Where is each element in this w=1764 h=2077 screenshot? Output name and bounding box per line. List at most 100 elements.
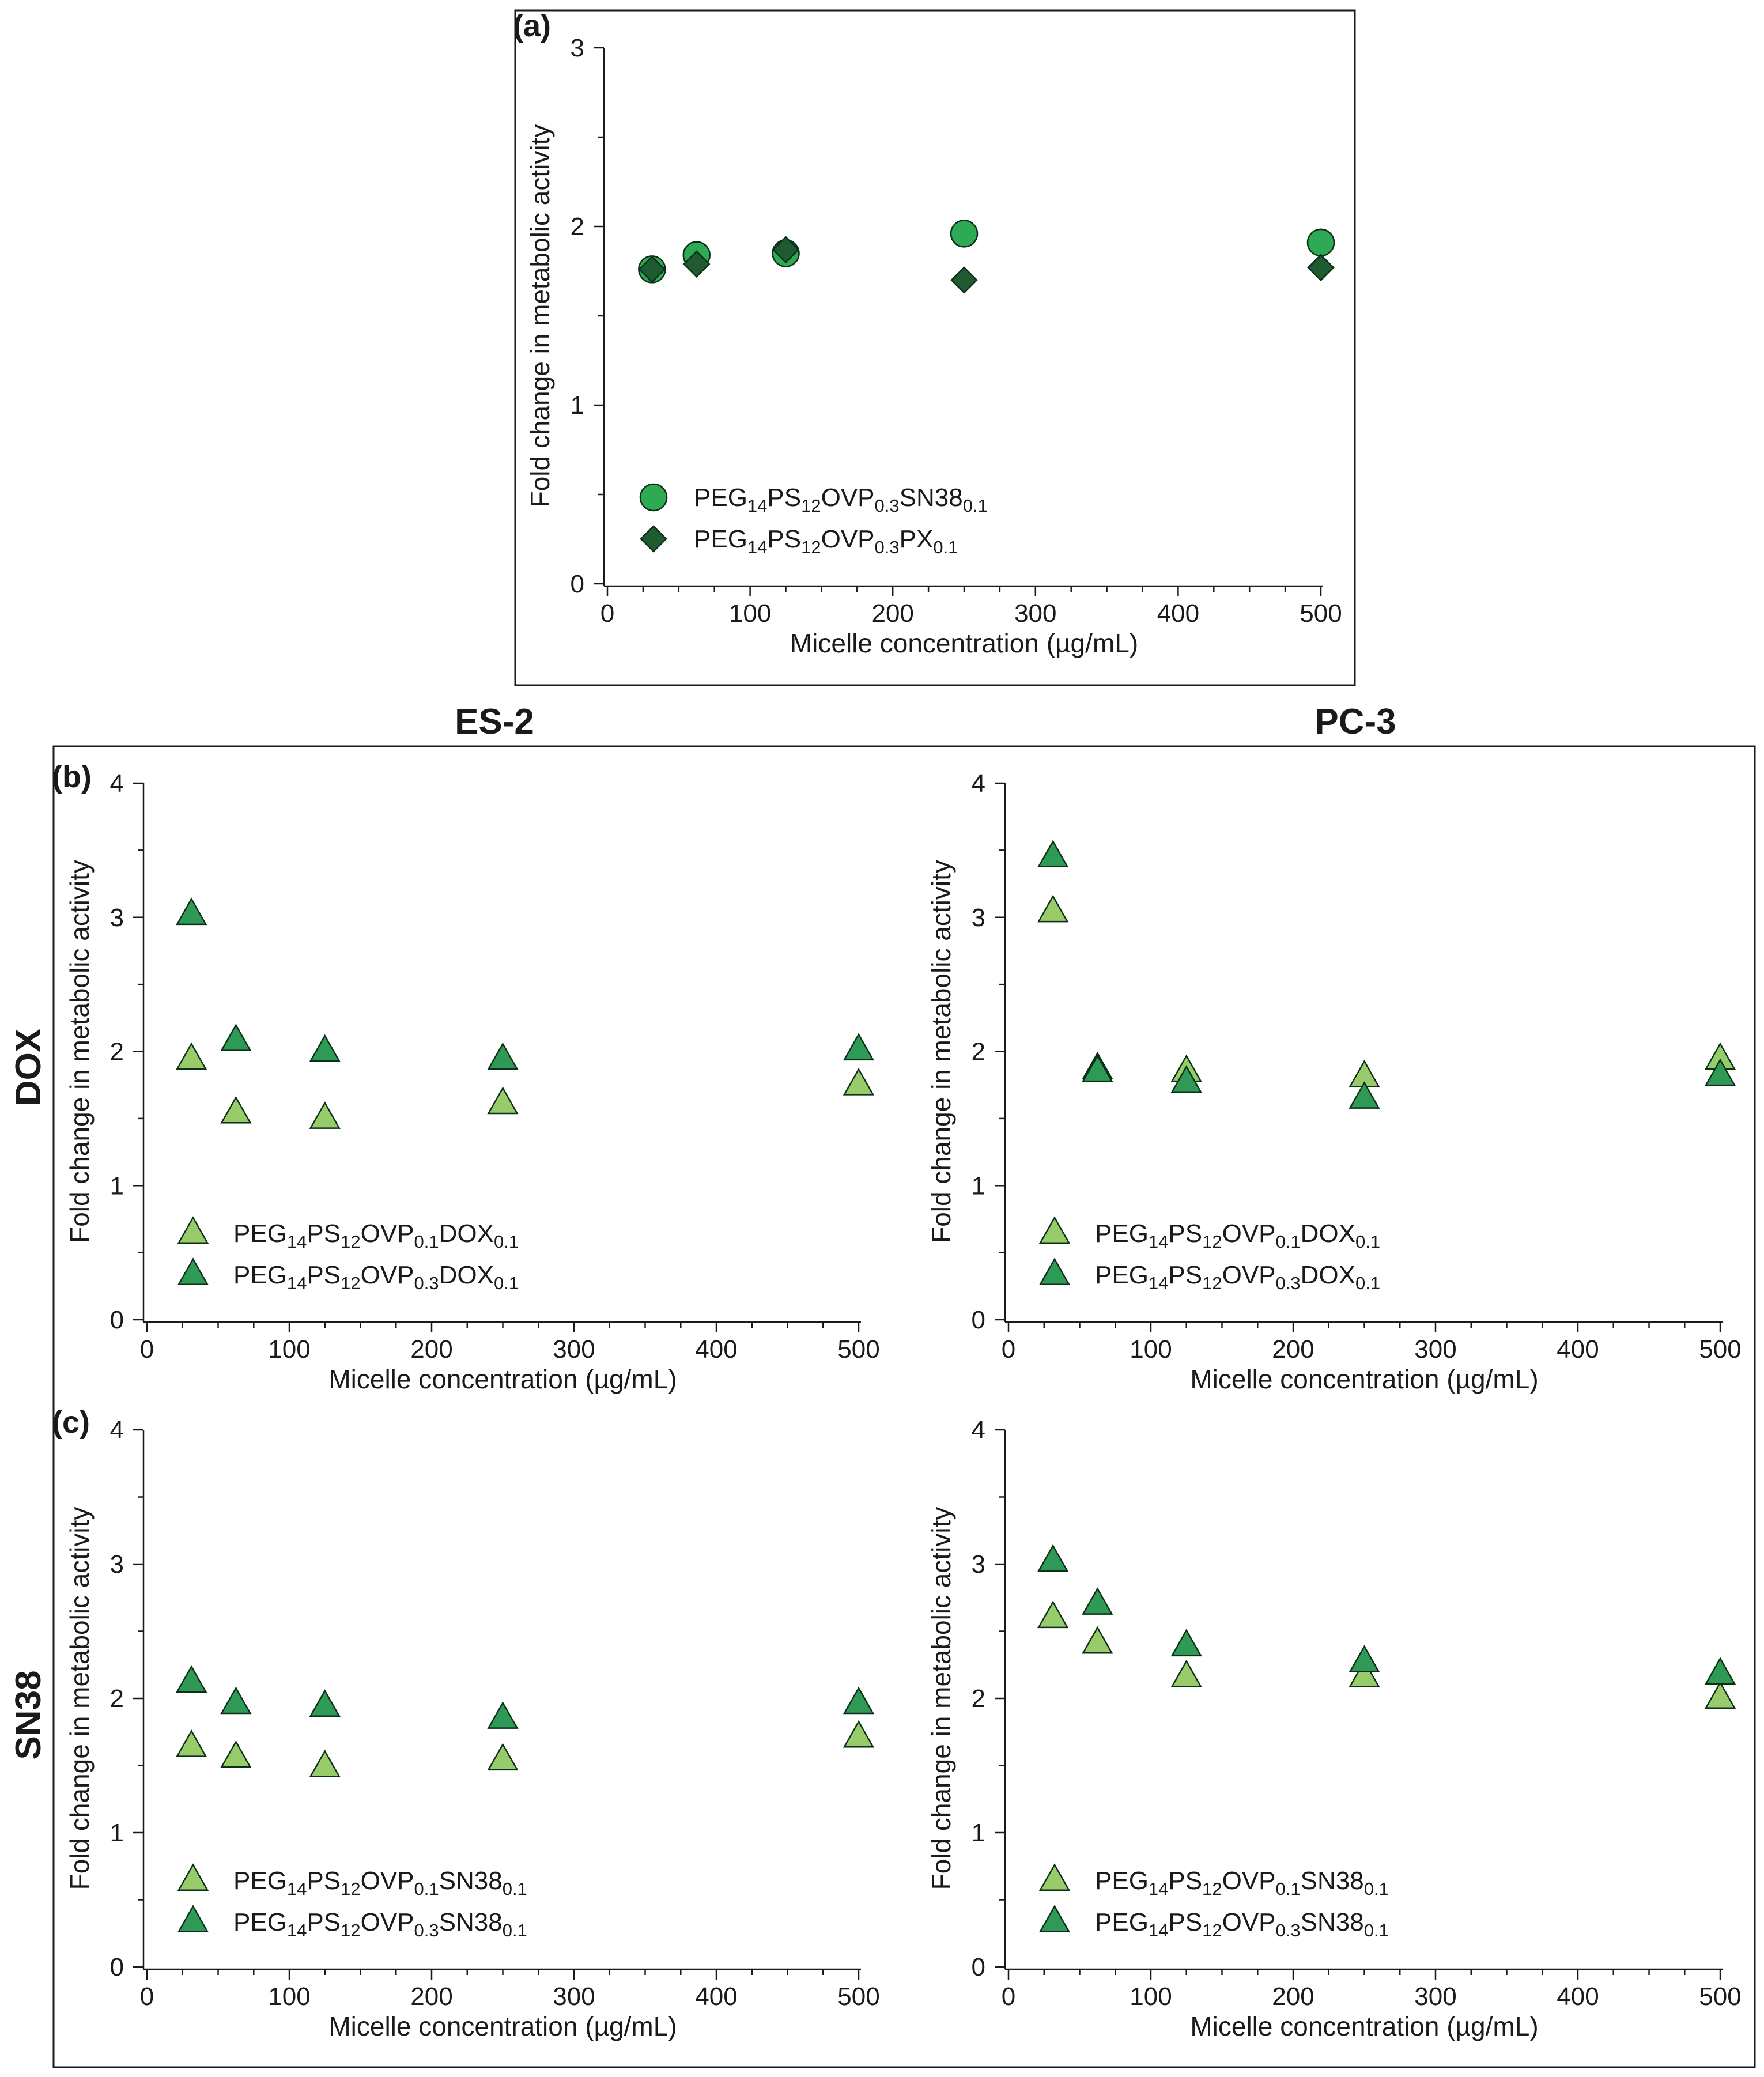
data-point	[638, 255, 666, 284]
y-tick-label: 1	[972, 1819, 985, 1847]
data-point	[1704, 1058, 1736, 1086]
row-header-dox: DOX	[9, 1029, 48, 1106]
y-axis-title: Fold change in metabolic activity	[926, 860, 956, 1243]
x-tick-label: 300	[1414, 1982, 1456, 2011]
x-tick-label: 500	[837, 1335, 879, 1364]
data-point	[309, 1750, 341, 1777]
data-point	[1704, 1681, 1736, 1709]
panel-label: (a)	[513, 9, 551, 43]
data-point	[487, 1743, 519, 1771]
x-tick-label: 400	[695, 1982, 737, 2011]
data-point	[176, 1665, 207, 1693]
data-point	[487, 1086, 519, 1115]
legend-entry-label: PEG14PS12OVP0.1DOX0.1	[1095, 1219, 1380, 1252]
y-tick-label: 1	[110, 1819, 124, 1847]
data-point	[487, 1042, 519, 1070]
legend-marker	[1038, 1863, 1071, 1891]
x-tick-label: 100	[729, 599, 771, 628]
y-tick-label: 2	[110, 1685, 124, 1713]
data-point	[309, 1689, 341, 1717]
x-tick-label: 0	[140, 1335, 154, 1364]
y-axis-title: Fold change in metabolic activity	[65, 1507, 95, 1890]
series-2	[638, 236, 1335, 294]
data-point	[843, 1033, 875, 1061]
y-axis-title: Fold change in metabolic activity	[65, 860, 95, 1243]
data-point	[1037, 840, 1069, 867]
y-tick-label: 0	[972, 1953, 985, 1981]
y-tick-label: 1	[110, 1172, 124, 1200]
data-point	[1082, 1587, 1113, 1615]
data-point	[1306, 228, 1335, 257]
x-tick-label: 0	[140, 1982, 154, 2011]
y-tick-label: 2	[110, 1038, 124, 1066]
column-header-es2: ES-2	[455, 702, 534, 742]
y-tick-label: 4	[972, 769, 985, 798]
legend-entry-label: PEG14PS12OVP0.1SN380.1	[233, 1867, 527, 1899]
x-tick-label: 100	[268, 1335, 310, 1364]
legend-entry-label: PEG14PS12OVP0.3DOX0.1	[233, 1261, 519, 1293]
data-point	[1349, 1081, 1380, 1109]
legend-entry-label: PEG14PS12OVP0.3PX0.1	[694, 525, 958, 557]
y-tick-label: 3	[110, 904, 124, 932]
x-tick-label: 200	[871, 599, 913, 628]
data-point	[220, 1024, 252, 1051]
data-point	[1037, 1600, 1069, 1629]
x-tick-label: 500	[837, 1982, 879, 2011]
data-point	[682, 250, 711, 278]
legend-entry-label: PEG14PS12OVP0.3SN380.1	[233, 1908, 527, 1940]
data-point	[220, 1740, 252, 1768]
data-point	[176, 1042, 207, 1070]
panel-label: (b)	[52, 760, 92, 794]
series-1	[176, 1720, 875, 1777]
x-tick-label: 100	[1130, 1982, 1172, 2011]
y-tick-label: 3	[972, 904, 985, 932]
legend-entry-label: PEG14PS12OVP0.1DOX0.1	[233, 1219, 519, 1252]
legend-marker	[639, 483, 668, 512]
x-axis-title: Micelle concentration (µg/mL)	[328, 2011, 677, 2041]
legend-marker	[177, 1216, 209, 1244]
panel-b-pc3-scatter: 0 100 200 300 400 500 0 1 2 3 4 Micelle concentrati…	[926, 769, 1742, 1394]
legend-marker	[177, 1257, 209, 1285]
legend-marker	[640, 525, 667, 553]
panel-c-es2-scatter: 0 100 200 300 400 500 0 1 2 3 4 Micelle concentrati…	[52, 1405, 880, 2041]
x-tick-label: 0	[1002, 1335, 1015, 1364]
x-tick-label: 0	[600, 599, 614, 628]
legend-entry-label: PEG14PS12OVP0.3SN380.1	[694, 484, 988, 516]
data-point	[1170, 1065, 1202, 1093]
series-2	[176, 1665, 875, 1729]
data-point	[843, 1720, 875, 1748]
data-point	[487, 1701, 519, 1729]
y-tick-label: 2	[972, 1685, 985, 1713]
x-tick-label: 300	[1414, 1335, 1456, 1364]
data-point	[843, 1686, 875, 1715]
panel-a-frame	[514, 9, 1356, 686]
x-tick-label: 100	[1130, 1335, 1172, 1364]
x-tick-label: 0	[1002, 1982, 1015, 2011]
x-tick-label: 400	[695, 1335, 737, 1364]
x-axis-title: Micelle concentration (µg/mL)	[328, 1364, 677, 1394]
series-2	[1037, 840, 1736, 1109]
data-point	[1704, 1657, 1736, 1685]
series-2	[1037, 1544, 1736, 1685]
x-tick-label: 100	[268, 1982, 310, 2011]
x-tick-label: 500	[1300, 599, 1342, 628]
y-tick-label: 3	[972, 1550, 985, 1578]
data-point	[309, 1034, 341, 1062]
legend-marker	[1038, 1905, 1071, 1932]
data-point	[220, 1096, 252, 1124]
y-tick-label: 0	[972, 1306, 985, 1334]
x-axis-title: Micelle concentration (µg/mL)	[790, 628, 1138, 658]
y-tick-label: 0	[110, 1953, 124, 1981]
y-tick-label: 4	[972, 1416, 985, 1444]
data-point	[1037, 894, 1069, 923]
data-point	[1082, 1626, 1113, 1654]
x-tick-label: 400	[1157, 599, 1199, 628]
panels-bc-frame	[52, 745, 1756, 2068]
row-header-sn38: SN38	[9, 1670, 48, 1759]
data-point	[1307, 254, 1335, 282]
legend-marker	[1038, 1216, 1071, 1244]
data-point	[950, 220, 979, 248]
data-point	[1082, 1054, 1113, 1082]
y-tick-label: 0	[571, 570, 584, 598]
